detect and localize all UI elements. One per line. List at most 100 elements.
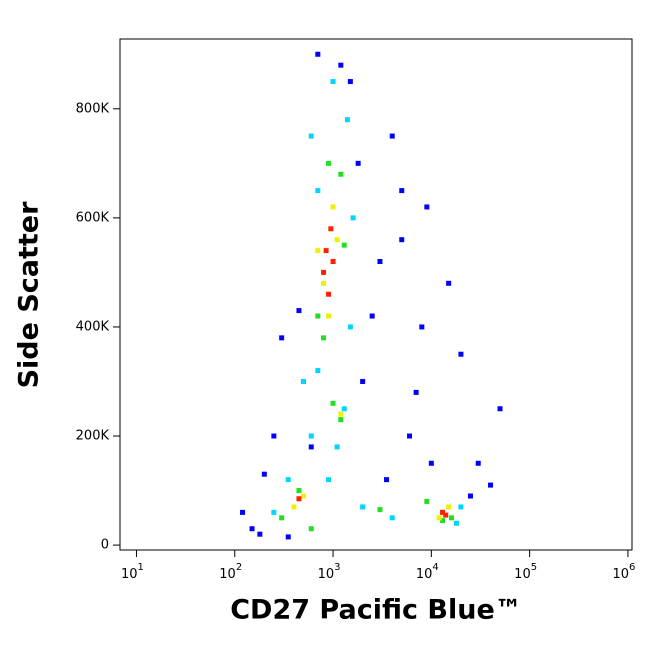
plot-frame	[119, 38, 633, 551]
point	[377, 259, 383, 265]
x-tick-base: 10	[416, 567, 433, 582]
point	[285, 477, 291, 483]
point	[458, 504, 464, 510]
point	[377, 507, 383, 513]
point	[249, 526, 255, 532]
point	[419, 324, 425, 330]
point	[424, 498, 430, 504]
point	[384, 477, 390, 483]
point	[321, 335, 327, 341]
x-tick-exponent: 1	[138, 562, 144, 573]
point	[296, 308, 302, 314]
point	[440, 518, 446, 524]
point	[399, 237, 405, 243]
point	[338, 171, 344, 177]
point	[296, 496, 302, 502]
point	[428, 460, 434, 466]
point	[323, 248, 329, 254]
point	[330, 400, 336, 406]
point	[341, 406, 347, 412]
x-axis-title: CD27 Pacific Blue™	[230, 595, 522, 626]
point	[326, 291, 332, 297]
point	[443, 512, 449, 518]
point	[440, 509, 446, 515]
point	[413, 389, 419, 395]
x-tick-label: 102	[219, 562, 242, 582]
point	[355, 160, 361, 166]
x-tick-base: 10	[121, 567, 138, 582]
y-tick-label: 600K	[76, 210, 110, 225]
point	[338, 411, 344, 417]
point	[448, 515, 454, 521]
point	[475, 460, 481, 466]
x-tick-base: 10	[318, 567, 335, 582]
point	[300, 378, 306, 384]
point	[350, 215, 356, 221]
point	[330, 79, 336, 85]
point	[488, 482, 494, 488]
point	[261, 471, 267, 477]
point	[330, 204, 336, 210]
point	[326, 160, 332, 166]
point	[279, 335, 285, 341]
x-tick-label: 104	[416, 562, 439, 582]
y-tick-label: 200K	[76, 429, 110, 444]
point	[347, 79, 353, 85]
point	[279, 515, 285, 521]
x-tick-label: 106	[612, 562, 635, 582]
x-tick-exponent: 4	[432, 562, 438, 573]
point	[338, 62, 344, 68]
point	[389, 133, 395, 139]
point	[315, 51, 321, 57]
point	[347, 324, 353, 330]
point	[497, 406, 503, 412]
point	[296, 488, 302, 494]
y-tick-label: 0	[101, 538, 109, 553]
point	[315, 188, 321, 194]
point	[300, 493, 306, 499]
point	[458, 351, 464, 357]
point	[257, 531, 263, 537]
point	[453, 520, 459, 526]
point	[308, 133, 314, 139]
x-tick-exponent: 3	[334, 562, 340, 573]
point	[446, 504, 452, 510]
x-tick-label: 103	[318, 562, 341, 582]
point	[436, 515, 442, 521]
y-tick-label: 800K	[76, 101, 110, 116]
point	[315, 313, 321, 319]
point	[240, 509, 246, 515]
point	[330, 259, 336, 265]
x-tick-label: 101	[121, 562, 144, 582]
x-tick-label: 105	[514, 562, 537, 582]
point	[360, 378, 366, 384]
x-tick-exponent: 2	[236, 562, 242, 573]
point	[285, 534, 291, 540]
point	[315, 368, 321, 374]
point	[308, 526, 314, 532]
y-tick-label: 400K	[76, 319, 110, 334]
point	[271, 509, 277, 515]
point	[389, 515, 395, 521]
x-tick-base: 10	[219, 567, 236, 582]
point	[326, 477, 332, 483]
x-tick-base: 10	[514, 567, 531, 582]
x-tick-exponent: 5	[531, 562, 537, 573]
point	[424, 204, 430, 210]
point	[399, 188, 405, 194]
point	[308, 444, 314, 450]
point	[334, 237, 340, 243]
point	[338, 417, 344, 423]
point	[341, 242, 347, 248]
point	[291, 504, 297, 510]
point	[271, 433, 277, 439]
y-axis-title: Side Scatter	[14, 201, 45, 389]
x-tick-exponent: 6	[629, 562, 635, 573]
point	[369, 313, 375, 319]
point	[326, 313, 332, 319]
point	[328, 226, 334, 232]
point	[467, 493, 473, 499]
x-tick-base: 10	[612, 567, 629, 582]
